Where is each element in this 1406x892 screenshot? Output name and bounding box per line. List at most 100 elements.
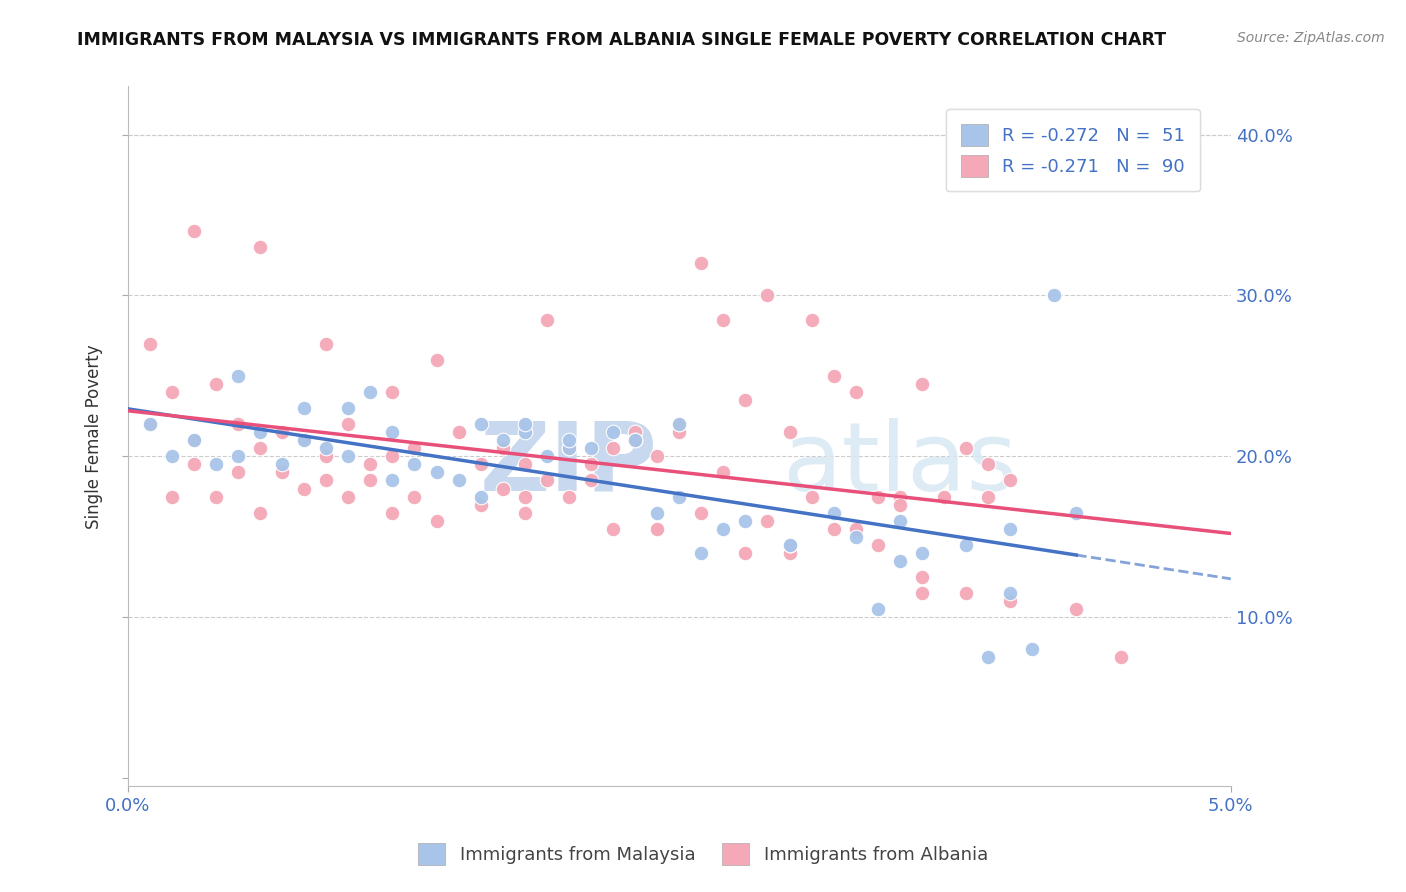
Point (404, 458, 426, 472)
Point (315, 450, 337, 464)
Point (602, 425, 624, 440)
Point (866, 602, 889, 616)
Point (734, 392, 756, 407)
Point (226, 417, 249, 432)
Point (381, 384, 404, 399)
Point (823, 506, 845, 520)
Text: IMMIGRANTS FROM MALAYSIA VS IMMIGRANTS FROM ALBANIA SINGLE FEMALE POVERTY CORREL: IMMIGRANTS FROM MALAYSIA VS IMMIGRANTS F… (77, 31, 1167, 49)
Point (1066, 506, 1088, 520)
Point (381, 450, 404, 464)
Point (513, 490, 536, 504)
Point (668, 490, 690, 504)
Point (779, 538, 801, 552)
Point (205, 376, 228, 391)
Point (249, 425, 271, 440)
Point (249, 442, 271, 456)
Point (337, 417, 360, 432)
Point (1021, 642, 1043, 657)
Point (955, 586, 977, 600)
Point (889, 554, 911, 568)
Point (513, 506, 536, 520)
Point (579, 458, 602, 472)
Legend: R = -0.272   N =  51, R = -0.271   N =  90: R = -0.272 N = 51, R = -0.271 N = 90 (946, 110, 1199, 192)
Point (359, 384, 381, 399)
Point (337, 490, 360, 504)
Point (558, 442, 581, 456)
Point (447, 425, 470, 440)
Point (690, 506, 713, 520)
Point (889, 490, 911, 504)
Point (183, 434, 205, 448)
Text: Source: ZipAtlas.com: Source: ZipAtlas.com (1237, 31, 1385, 45)
Point (160, 450, 183, 464)
Point (690, 256, 713, 270)
Point (292, 434, 315, 448)
Point (205, 458, 228, 472)
Point (668, 417, 690, 432)
Point (492, 442, 515, 456)
Point (249, 240, 271, 254)
Point (381, 474, 404, 488)
Point (513, 425, 536, 440)
Point (404, 490, 426, 504)
Point (911, 376, 934, 391)
Point (779, 546, 801, 560)
Point (866, 490, 889, 504)
Point (711, 466, 734, 480)
Point (756, 288, 779, 302)
Point (381, 425, 404, 440)
Point (183, 434, 205, 448)
Point (711, 312, 734, 326)
Point (404, 442, 426, 456)
Point (668, 417, 690, 432)
Point (425, 352, 447, 367)
Point (447, 474, 470, 488)
Point (977, 458, 1000, 472)
Point (932, 490, 955, 504)
Point (911, 570, 934, 584)
Point (513, 417, 536, 432)
Point (359, 474, 381, 488)
Point (1109, 650, 1132, 665)
Point (845, 384, 868, 399)
Point (779, 425, 801, 440)
Point (734, 546, 756, 560)
Point (536, 474, 558, 488)
Point (779, 538, 801, 552)
Point (645, 506, 668, 520)
Point (1043, 288, 1066, 302)
Point (645, 522, 668, 536)
Point (823, 368, 845, 383)
Point (138, 336, 160, 351)
Point (470, 498, 492, 512)
Point (866, 538, 889, 552)
Point (558, 434, 581, 448)
Point (226, 450, 249, 464)
Point (337, 450, 360, 464)
Point (889, 498, 911, 512)
Point (911, 586, 934, 600)
Point (536, 450, 558, 464)
Point (381, 506, 404, 520)
Point (998, 474, 1021, 488)
Point (998, 522, 1021, 536)
Point (977, 650, 1000, 665)
Point (183, 224, 205, 238)
Point (998, 586, 1021, 600)
Point (845, 522, 868, 536)
Point (271, 458, 294, 472)
Point (513, 458, 536, 472)
Point (359, 458, 381, 472)
Point (668, 425, 690, 440)
Point (558, 442, 581, 456)
Point (249, 506, 271, 520)
Point (579, 442, 602, 456)
Point (492, 482, 515, 496)
Point (425, 514, 447, 528)
Point (183, 458, 205, 472)
Point (955, 538, 977, 552)
Point (292, 482, 315, 496)
Point (138, 417, 160, 432)
Text: atlas: atlas (782, 417, 1018, 511)
Point (624, 425, 647, 440)
